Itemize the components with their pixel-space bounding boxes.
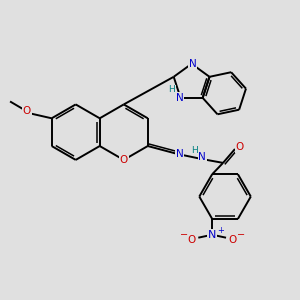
- Text: O: O: [23, 106, 31, 116]
- Text: H: H: [168, 85, 175, 94]
- Text: N: N: [176, 149, 183, 159]
- Text: N: N: [208, 230, 216, 240]
- Text: O: O: [120, 155, 128, 165]
- Text: N: N: [176, 93, 183, 103]
- Text: O: O: [236, 142, 244, 152]
- Text: −: −: [237, 230, 245, 240]
- Text: −: −: [180, 230, 188, 240]
- Text: N: N: [198, 152, 206, 162]
- Text: N: N: [189, 59, 196, 69]
- Text: +: +: [217, 226, 224, 235]
- Text: O: O: [187, 235, 196, 245]
- Text: H: H: [191, 146, 198, 154]
- Text: O: O: [229, 235, 237, 245]
